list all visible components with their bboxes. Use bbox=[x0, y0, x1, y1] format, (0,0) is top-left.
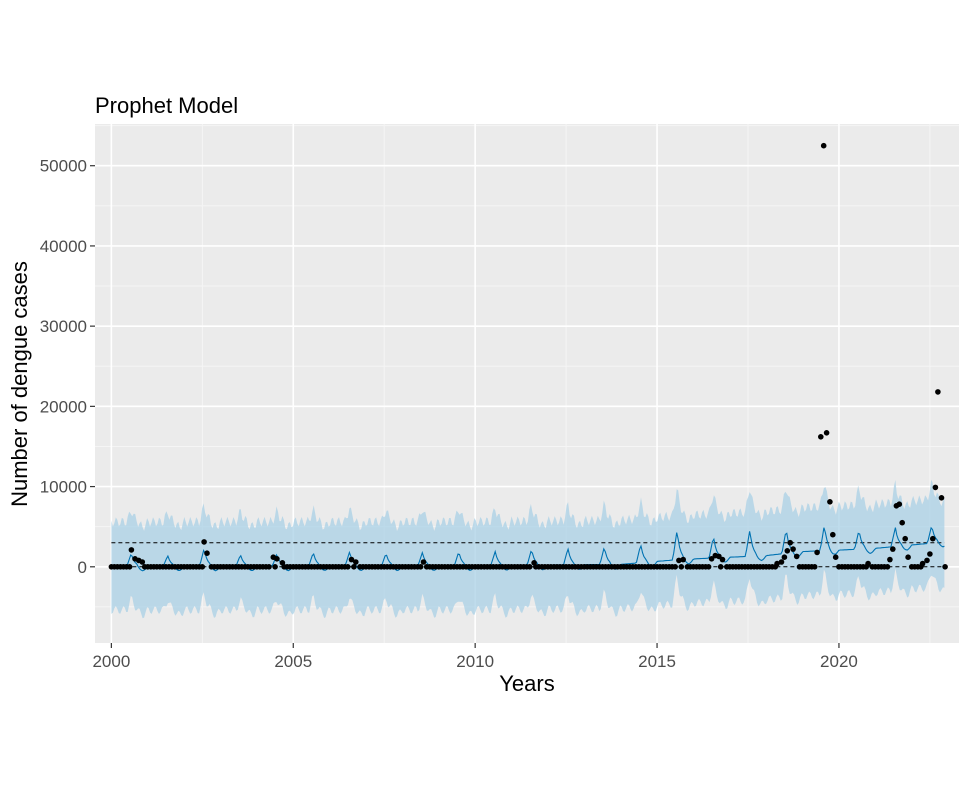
observed-point bbox=[705, 564, 712, 570]
observed-point bbox=[818, 434, 824, 440]
observed-point bbox=[865, 560, 871, 567]
observed-point bbox=[919, 560, 926, 567]
x-tick-label: 2020 bbox=[820, 652, 858, 671]
uncertainty-interval bbox=[111, 479, 945, 619]
forecast-series bbox=[111, 526, 945, 572]
observed-point bbox=[678, 564, 685, 570]
observed-point bbox=[353, 559, 359, 565]
observed-point bbox=[274, 556, 280, 562]
observed-point bbox=[887, 556, 893, 563]
x-axis-label: Years bbox=[499, 671, 554, 696]
x-axis-ticks: 2000 2005 2010 2015 2020 bbox=[92, 643, 858, 671]
observed-point bbox=[139, 559, 146, 565]
forecast-line bbox=[111, 526, 945, 572]
x-tick-label: 2015 bbox=[638, 652, 676, 671]
observed-point bbox=[345, 564, 351, 570]
observed-point bbox=[827, 499, 833, 505]
y-tick-label: 0 bbox=[78, 558, 87, 577]
y-axis-ticks: 0 10000 20000 30000 40000 50000 bbox=[40, 157, 95, 577]
observed-point bbox=[204, 550, 210, 556]
observed-point bbox=[896, 501, 903, 508]
x-tick-label: 2000 bbox=[92, 652, 130, 671]
observed-point bbox=[905, 554, 911, 560]
observed-point bbox=[781, 554, 788, 560]
observed-point bbox=[890, 546, 896, 552]
y-tick-label: 30000 bbox=[40, 317, 87, 336]
observed-point bbox=[927, 551, 933, 557]
y-tick-label: 10000 bbox=[40, 478, 87, 497]
observed-point bbox=[778, 559, 785, 565]
observed-point bbox=[938, 495, 945, 501]
observed-point bbox=[531, 560, 537, 566]
observed-point bbox=[719, 556, 726, 563]
observed-point bbox=[420, 559, 427, 565]
x-tick-label: 2005 bbox=[274, 652, 312, 671]
observed-point bbox=[201, 539, 207, 545]
observed-point bbox=[672, 564, 678, 570]
observed-point bbox=[884, 564, 891, 570]
observed-point bbox=[790, 546, 796, 552]
observed-point bbox=[417, 564, 424, 570]
observed-point bbox=[199, 564, 206, 570]
observed-point bbox=[935, 389, 941, 395]
observed-point bbox=[351, 564, 357, 570]
observed-point bbox=[924, 557, 930, 564]
observed-point bbox=[717, 564, 724, 570]
observed-point bbox=[932, 484, 939, 491]
observed-point bbox=[787, 539, 793, 546]
observed-points bbox=[108, 142, 948, 570]
observed-point bbox=[814, 549, 820, 556]
observed-point bbox=[128, 547, 135, 553]
y-tick-label: 40000 bbox=[40, 237, 87, 256]
observed-point bbox=[832, 554, 839, 560]
observed-point bbox=[279, 560, 286, 566]
observed-point bbox=[716, 553, 722, 560]
observed-point bbox=[272, 564, 278, 570]
observed-point bbox=[823, 430, 830, 436]
observed-point bbox=[930, 535, 936, 542]
observed-point bbox=[902, 535, 908, 542]
chart-title: Prophet Model bbox=[95, 93, 238, 118]
observed-point bbox=[126, 564, 133, 570]
observed-point bbox=[784, 548, 791, 554]
uncertainty-band bbox=[111, 479, 945, 619]
observed-point bbox=[942, 564, 948, 570]
observed-point bbox=[526, 564, 533, 570]
y-tick-label: 20000 bbox=[40, 397, 87, 416]
observed-point bbox=[793, 553, 800, 560]
observed-point bbox=[899, 519, 905, 526]
observed-point bbox=[348, 556, 355, 563]
observed-point bbox=[820, 142, 827, 149]
observed-point bbox=[676, 557, 682, 564]
x-tick-label: 2010 bbox=[456, 652, 494, 671]
observed-point bbox=[774, 560, 780, 567]
observed-point bbox=[266, 564, 272, 570]
observed-point bbox=[680, 556, 686, 563]
observed-point bbox=[811, 564, 818, 570]
observed-point bbox=[830, 531, 836, 538]
y-axis-label: Number of dengue cases bbox=[7, 261, 32, 507]
observed-point bbox=[708, 556, 715, 562]
y-tick-label: 50000 bbox=[40, 157, 87, 176]
